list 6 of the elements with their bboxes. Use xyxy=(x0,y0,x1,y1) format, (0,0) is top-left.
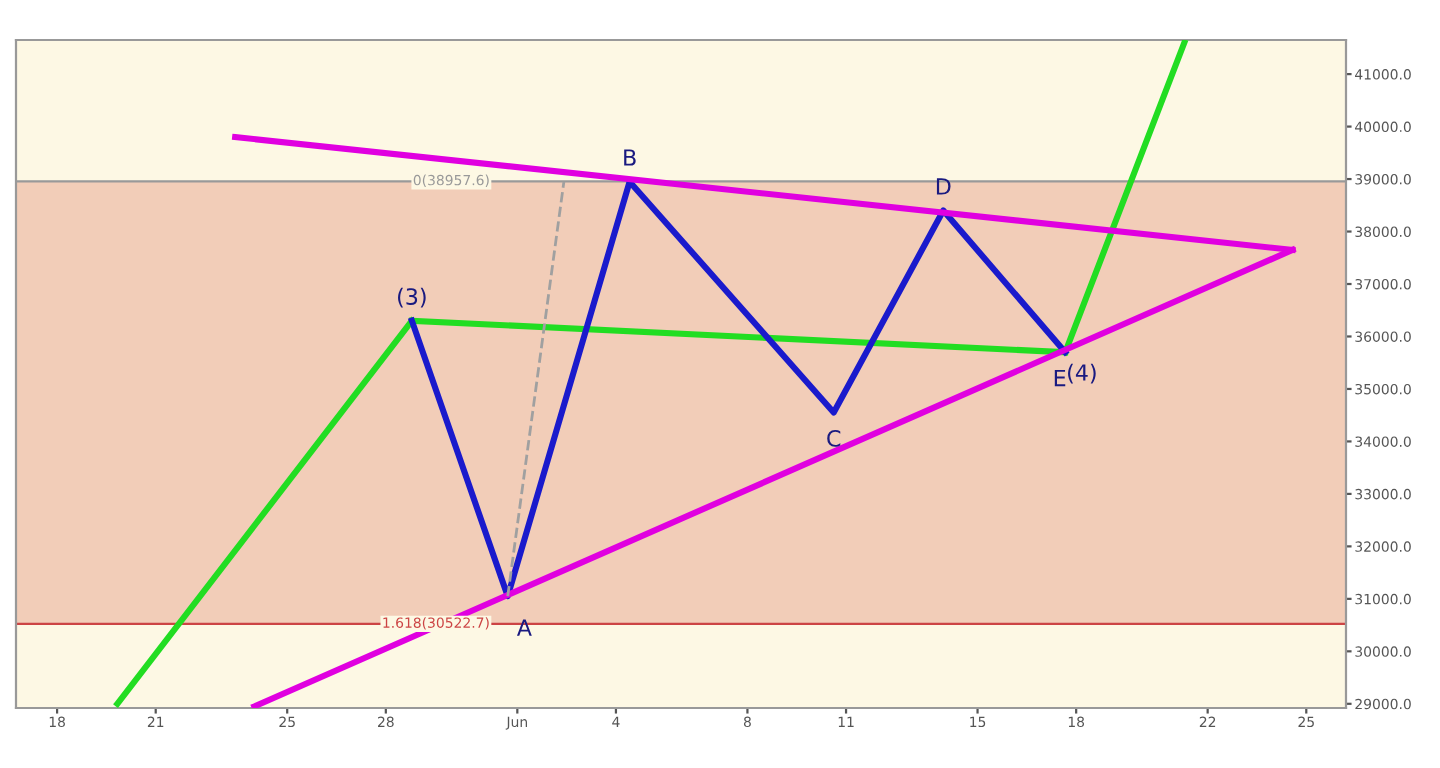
annotation: B xyxy=(624,149,636,166)
annotation: C xyxy=(827,429,841,447)
annotation: E xyxy=(1054,369,1066,387)
annotation: D xyxy=(936,178,951,195)
annotation: (3) xyxy=(398,287,426,308)
annotation: (4) xyxy=(1068,363,1096,384)
